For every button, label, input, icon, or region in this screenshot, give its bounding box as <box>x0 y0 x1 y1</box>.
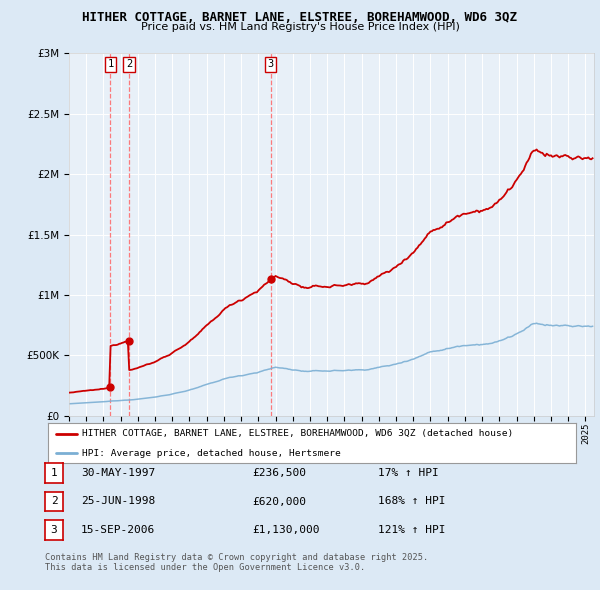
Text: 3: 3 <box>268 59 274 69</box>
Text: Contains HM Land Registry data © Crown copyright and database right 2025.: Contains HM Land Registry data © Crown c… <box>45 553 428 562</box>
Text: 3: 3 <box>50 525 58 535</box>
Text: 168% ↑ HPI: 168% ↑ HPI <box>378 497 445 506</box>
Text: Price paid vs. HM Land Registry's House Price Index (HPI): Price paid vs. HM Land Registry's House … <box>140 22 460 32</box>
Text: 15-SEP-2006: 15-SEP-2006 <box>81 525 155 535</box>
Text: 2: 2 <box>50 497 58 506</box>
Text: 2: 2 <box>126 59 132 69</box>
Text: 1: 1 <box>107 59 113 69</box>
Text: £236,500: £236,500 <box>252 468 306 478</box>
Text: HITHER COTTAGE, BARNET LANE, ELSTREE, BOREHAMWOOD, WD6 3QZ: HITHER COTTAGE, BARNET LANE, ELSTREE, BO… <box>83 11 517 24</box>
Text: 17% ↑ HPI: 17% ↑ HPI <box>378 468 439 478</box>
Text: £620,000: £620,000 <box>252 497 306 506</box>
Text: 1: 1 <box>50 468 58 478</box>
Text: HPI: Average price, detached house, Hertsmere: HPI: Average price, detached house, Hert… <box>82 448 341 458</box>
Text: This data is licensed under the Open Government Licence v3.0.: This data is licensed under the Open Gov… <box>45 563 365 572</box>
Text: £1,130,000: £1,130,000 <box>252 525 320 535</box>
Text: 121% ↑ HPI: 121% ↑ HPI <box>378 525 445 535</box>
Text: 30-MAY-1997: 30-MAY-1997 <box>81 468 155 478</box>
Text: 25-JUN-1998: 25-JUN-1998 <box>81 497 155 506</box>
Text: HITHER COTTAGE, BARNET LANE, ELSTREE, BOREHAMWOOD, WD6 3QZ (detached house): HITHER COTTAGE, BARNET LANE, ELSTREE, BO… <box>82 430 514 438</box>
